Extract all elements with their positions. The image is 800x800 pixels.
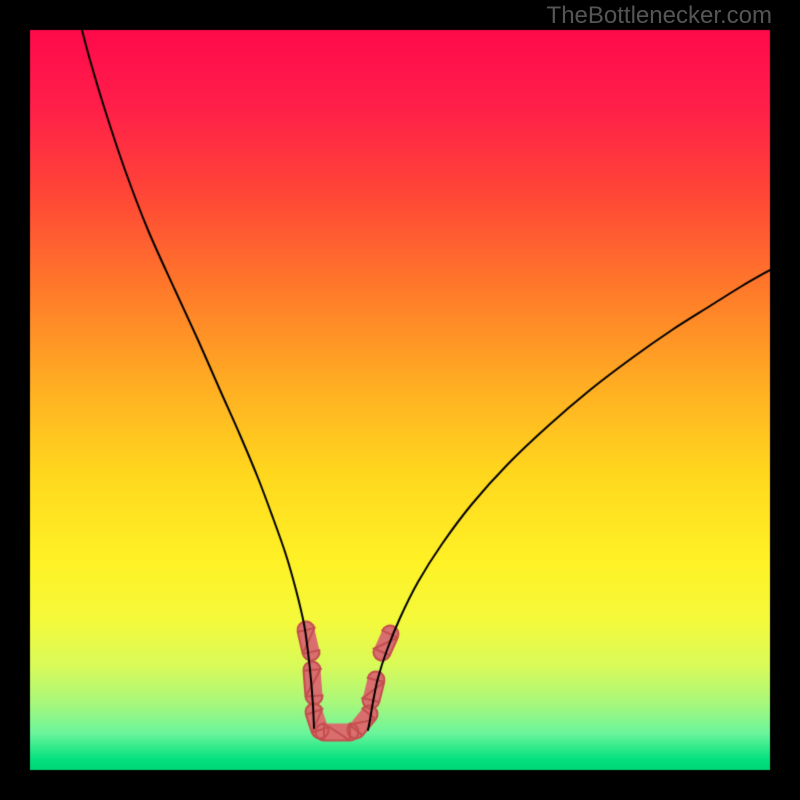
bottleneck-chart [0, 0, 800, 800]
